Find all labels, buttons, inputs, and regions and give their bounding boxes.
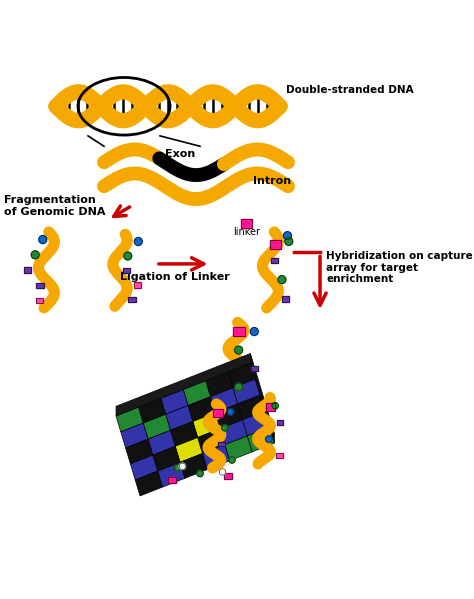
Circle shape: [272, 403, 278, 409]
Polygon shape: [193, 413, 220, 437]
Polygon shape: [202, 444, 229, 470]
Circle shape: [235, 346, 243, 354]
Bar: [276, 453, 283, 458]
Circle shape: [31, 251, 39, 259]
Polygon shape: [135, 471, 163, 496]
Bar: [128, 297, 136, 302]
Polygon shape: [116, 407, 143, 432]
Bar: [270, 240, 282, 249]
Polygon shape: [171, 422, 198, 446]
Circle shape: [179, 463, 186, 470]
Polygon shape: [148, 430, 175, 455]
Polygon shape: [215, 404, 242, 429]
Bar: [241, 219, 252, 228]
Circle shape: [197, 470, 203, 477]
Bar: [24, 267, 31, 273]
Bar: [282, 296, 289, 301]
Polygon shape: [153, 446, 180, 471]
Bar: [282, 296, 289, 301]
Polygon shape: [165, 406, 193, 430]
Bar: [251, 366, 258, 371]
Bar: [265, 403, 275, 411]
Polygon shape: [242, 411, 270, 436]
Bar: [123, 268, 130, 273]
Bar: [224, 473, 232, 479]
Text: Intron: Intron: [253, 177, 291, 186]
Bar: [224, 473, 232, 479]
Circle shape: [283, 232, 292, 240]
Text: Double-stranded DNA: Double-stranded DNA: [286, 85, 414, 95]
Polygon shape: [228, 363, 255, 388]
Circle shape: [250, 328, 258, 335]
Polygon shape: [237, 395, 265, 420]
Polygon shape: [143, 415, 171, 439]
Bar: [123, 268, 130, 273]
Bar: [36, 283, 44, 288]
Polygon shape: [198, 429, 225, 453]
Circle shape: [278, 276, 286, 284]
Circle shape: [235, 383, 243, 391]
Text: Hybridization on capture
array for target
enrichment: Hybridization on capture array for targe…: [327, 252, 473, 285]
Text: Fragmentation
of Genomic DNA: Fragmentation of Genomic DNA: [4, 195, 106, 217]
Polygon shape: [180, 453, 207, 479]
Bar: [213, 409, 223, 417]
Polygon shape: [121, 423, 148, 448]
Text: Exon: Exon: [165, 149, 195, 159]
Polygon shape: [138, 398, 165, 423]
Circle shape: [39, 235, 47, 244]
Polygon shape: [210, 388, 237, 413]
Polygon shape: [161, 389, 188, 415]
Polygon shape: [183, 381, 210, 406]
Circle shape: [229, 457, 235, 463]
Bar: [168, 477, 176, 483]
Circle shape: [134, 238, 142, 246]
Circle shape: [228, 409, 234, 415]
Bar: [36, 283, 44, 288]
Bar: [270, 240, 282, 249]
Polygon shape: [233, 379, 260, 404]
Bar: [218, 441, 225, 446]
Bar: [134, 282, 141, 288]
Bar: [265, 403, 275, 411]
Bar: [128, 297, 136, 302]
Polygon shape: [206, 372, 233, 397]
Polygon shape: [130, 455, 158, 480]
Polygon shape: [126, 439, 153, 464]
Bar: [218, 441, 225, 446]
Circle shape: [219, 469, 226, 475]
Polygon shape: [116, 353, 250, 416]
Bar: [234, 327, 245, 336]
Bar: [271, 258, 278, 264]
Bar: [276, 420, 283, 425]
Bar: [36, 298, 43, 304]
Bar: [213, 409, 223, 417]
Circle shape: [265, 436, 272, 442]
Polygon shape: [188, 397, 215, 422]
Bar: [134, 282, 141, 288]
Polygon shape: [250, 353, 274, 443]
Circle shape: [124, 252, 132, 260]
Text: Ligation of Linker: Ligation of Linker: [119, 272, 229, 282]
Circle shape: [174, 465, 181, 471]
Bar: [36, 298, 43, 304]
Bar: [276, 420, 283, 425]
Bar: [234, 327, 245, 336]
Circle shape: [285, 237, 293, 246]
Bar: [168, 477, 176, 483]
Polygon shape: [220, 420, 247, 444]
Bar: [276, 453, 283, 458]
Bar: [251, 366, 258, 371]
Polygon shape: [158, 462, 185, 487]
Bar: [24, 267, 31, 273]
Polygon shape: [225, 436, 252, 461]
Bar: [241, 219, 252, 228]
Text: linker: linker: [233, 227, 260, 237]
Polygon shape: [247, 427, 274, 452]
Bar: [271, 258, 278, 264]
Circle shape: [222, 425, 228, 431]
Polygon shape: [175, 437, 202, 462]
